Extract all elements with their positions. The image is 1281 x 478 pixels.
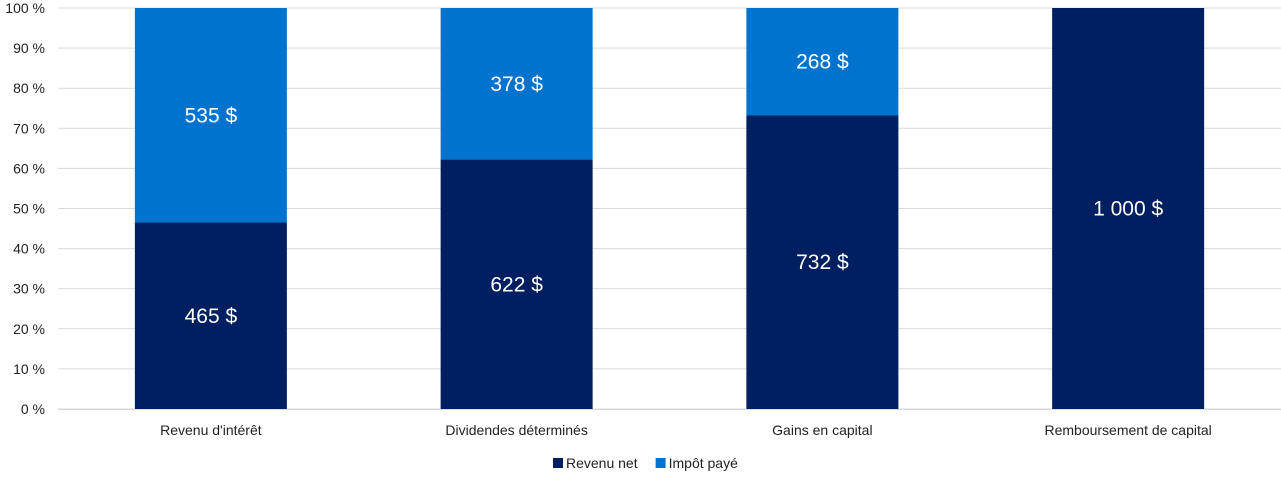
legend-label: Revenu net xyxy=(566,455,638,471)
bar-segment xyxy=(746,115,899,409)
legend-label: Impôt payé xyxy=(669,455,738,471)
y-tick-label: 30 % xyxy=(13,281,45,297)
legend-swatch xyxy=(655,458,666,468)
data-label: 268 $ xyxy=(796,51,849,74)
legend-swatch xyxy=(553,458,563,468)
y-tick-label: 0 % xyxy=(21,401,45,417)
y-tick-label: 40 % xyxy=(13,241,45,257)
data-label: 1 000 $ xyxy=(1093,198,1163,221)
x-axis-categories: Revenu d'intérêt Dividendes déterminés Gai… xyxy=(160,422,1212,438)
y-tick-label: 80 % xyxy=(13,80,45,96)
legend: Revenu net Impôt payé xyxy=(553,455,738,471)
x-category-label: Remboursement de capital xyxy=(1044,422,1211,438)
data-labels: 465 $ 535 $ 622 $ 378 $ 732 $ 268 $ 1 000 $ xyxy=(185,51,1164,328)
y-tick-label: 10 % xyxy=(13,361,45,377)
bar-segment xyxy=(440,8,593,160)
y-tick-label: 20 % xyxy=(13,321,45,337)
x-category-label: Dividendes déterminés xyxy=(445,422,587,438)
data-label: 535 $ xyxy=(185,104,238,127)
data-label: 732 $ xyxy=(796,251,849,274)
y-tick-label: 100 % xyxy=(5,0,45,16)
y-axis-ticks: 0 % 10 % 20 % 30 % 40 % 50 % 60 % 70 % 80 % 90 % 1… xyxy=(5,0,45,417)
x-category-label: Gains en capital xyxy=(772,422,872,438)
data-label: 622 $ xyxy=(490,273,543,296)
bar-segment xyxy=(440,159,593,409)
bar-segment xyxy=(134,222,287,409)
data-label: 378 $ xyxy=(490,73,543,96)
y-tick-label: 60 % xyxy=(13,160,45,176)
data-label: 465 $ xyxy=(185,305,238,328)
bars xyxy=(134,8,1205,409)
bar-segment xyxy=(746,8,899,116)
bar-segment xyxy=(1052,8,1205,409)
y-tick-label: 50 % xyxy=(13,201,45,217)
x-category-label: Revenu d'intérêt xyxy=(160,422,262,438)
y-tick-label: 70 % xyxy=(13,120,45,136)
y-tick-label: 90 % xyxy=(13,40,45,56)
bar-segment xyxy=(134,8,287,223)
